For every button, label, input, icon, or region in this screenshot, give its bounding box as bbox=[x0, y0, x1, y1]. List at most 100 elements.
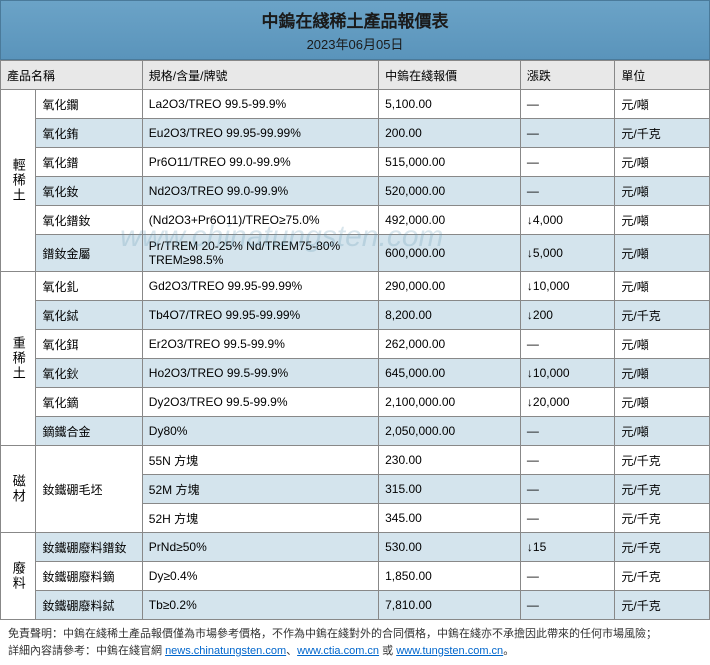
cell-spec: Pr6O11/TREO 99.0-99.9% bbox=[142, 148, 378, 177]
cell-price: 345.00 bbox=[379, 504, 521, 533]
cell-spec: La2O3/TREO 99.5-99.9% bbox=[142, 90, 378, 119]
category-cell: 廢料 bbox=[1, 533, 36, 620]
cell-unit: 元/千克 bbox=[615, 562, 710, 591]
detail-label: 詳細內容請參考： bbox=[8, 645, 96, 657]
cell-spec: PrNd≥50% bbox=[142, 533, 378, 562]
cell-change: ↓10,000 bbox=[520, 272, 615, 301]
cell-change: ↓5,000 bbox=[520, 235, 615, 272]
product-name: 鐠釹金屬 bbox=[36, 235, 142, 272]
cell-spec: Gd2O3/TREO 99.95-99.99% bbox=[142, 272, 378, 301]
product-name: 釹鐵硼廢料鏑 bbox=[36, 562, 142, 591]
table-row: 氧化鐠釹(Nd2O3+Pr6O11)/TREO≥75.0%492,000.00↓… bbox=[1, 206, 710, 235]
cell-spec: Ho2O3/TREO 99.5-99.9% bbox=[142, 359, 378, 388]
cell-price: 1,850.00 bbox=[379, 562, 521, 591]
report-date: 2023年06月05日 bbox=[1, 34, 709, 53]
cell-spec: Tb≥0.2% bbox=[142, 591, 378, 620]
product-name: 氧化鋱 bbox=[36, 301, 142, 330]
cell-unit: 元/噸 bbox=[615, 90, 710, 119]
product-name: 氧化鐠釹 bbox=[36, 206, 142, 235]
cell-price: 262,000.00 bbox=[379, 330, 521, 359]
cell-change: ↓4,000 bbox=[520, 206, 615, 235]
cell-change: ↓15 bbox=[520, 533, 615, 562]
cell-unit: 元/千克 bbox=[615, 533, 710, 562]
table-row: 鐠釹金屬Pr/TREM 20-25% Nd/TREM75-80% TREM≥98… bbox=[1, 235, 710, 272]
product-name: 鏑鐵合金 bbox=[36, 417, 142, 446]
col-header-spec: 規格/含量/牌號 bbox=[142, 61, 378, 90]
footer-link-2[interactable]: www.ctia.com.cn bbox=[297, 645, 379, 657]
cell-unit: 元/千克 bbox=[615, 446, 710, 475]
cell-change: — bbox=[520, 119, 615, 148]
table-row: 釹鐵硼廢料鋱Tb≥0.2%7,810.00—元/千克 bbox=[1, 591, 710, 620]
footer-link-3[interactable]: www.tungsten.com.cn bbox=[396, 645, 503, 657]
price-table: 產品名稱 規格/含量/牌號 中鎢在綫報價 漲跌 單位 輕稀土氧化鑭La2O3/T… bbox=[0, 60, 710, 620]
table-row: 氧化釹Nd2O3/TREO 99.0-99.9%520,000.00—元/噸 bbox=[1, 177, 710, 206]
cell-price: 645,000.00 bbox=[379, 359, 521, 388]
table-header: 中鎢在綫稀土產品報價表 2023年06月05日 bbox=[0, 0, 710, 60]
cell-price: 530.00 bbox=[379, 533, 521, 562]
table-row: 釹鐵硼廢料鏑Dy≥0.4%1,850.00—元/千克 bbox=[1, 562, 710, 591]
cell-price: 2,100,000.00 bbox=[379, 388, 521, 417]
cell-unit: 元/噸 bbox=[615, 330, 710, 359]
cell-spec: Dy2O3/TREO 99.5-99.9% bbox=[142, 388, 378, 417]
cell-price: 8,200.00 bbox=[379, 301, 521, 330]
page-title: 中鎢在綫稀土產品報價表 bbox=[1, 7, 709, 32]
cell-price: 600,000.00 bbox=[379, 235, 521, 272]
cell-change: — bbox=[520, 446, 615, 475]
cell-price: 7,810.00 bbox=[379, 591, 521, 620]
cell-change: — bbox=[520, 504, 615, 533]
table-row: 氧化鉺Er2O3/TREO 99.5-99.9%262,000.00—元/噸 bbox=[1, 330, 710, 359]
cell-unit: 元/噸 bbox=[615, 417, 710, 446]
cell-price: 315.00 bbox=[379, 475, 521, 504]
product-name: 釹鐵硼毛坯 bbox=[36, 446, 142, 533]
cell-price: 230.00 bbox=[379, 446, 521, 475]
cell-change: — bbox=[520, 475, 615, 504]
cell-unit: 元/千克 bbox=[615, 591, 710, 620]
cell-spec: Er2O3/TREO 99.5-99.9% bbox=[142, 330, 378, 359]
cell-spec: Tb4O7/TREO 99.95-99.99% bbox=[142, 301, 378, 330]
cell-change: — bbox=[520, 148, 615, 177]
cell-unit: 元/千克 bbox=[615, 475, 710, 504]
product-name: 釹鐵硼廢料鐠釹 bbox=[36, 533, 142, 562]
detail-prefix: 中鎢在綫官網 bbox=[96, 645, 165, 657]
cell-unit: 元/千克 bbox=[615, 119, 710, 148]
cell-spec: 52M 方塊 bbox=[142, 475, 378, 504]
table-row: 磁材釹鐵硼毛坯55N 方塊230.00—元/千克 bbox=[1, 446, 710, 475]
table-row: 氧化鏑Dy2O3/TREO 99.5-99.9%2,100,000.00↓20,… bbox=[1, 388, 710, 417]
disclaimer-text: 中鎢在綫稀土產品報價僅為市場參考價格，不作為中鎢在綫對外的合同價格，中鎢在綫亦不… bbox=[63, 628, 657, 640]
footer-link-1[interactable]: news.chinatungsten.com bbox=[165, 645, 286, 657]
table-row: 氧化鈥Ho2O3/TREO 99.5-99.9%645,000.00↓10,00… bbox=[1, 359, 710, 388]
table-row: 廢料釹鐵硼廢料鐠釹PrNd≥50%530.00↓15元/千克 bbox=[1, 533, 710, 562]
cell-price: 520,000.00 bbox=[379, 177, 521, 206]
cell-spec: Dy80% bbox=[142, 417, 378, 446]
cell-unit: 元/噸 bbox=[615, 148, 710, 177]
product-name: 氧化鏑 bbox=[36, 388, 142, 417]
category-cell: 磁材 bbox=[1, 446, 36, 533]
cell-change: — bbox=[520, 177, 615, 206]
cell-unit: 元/千克 bbox=[615, 504, 710, 533]
table-row: 氧化鐠Pr6O11/TREO 99.0-99.9%515,000.00—元/噸 bbox=[1, 148, 710, 177]
table-row: 重稀土氧化釓Gd2O3/TREO 99.95-99.99%290,000.00↓… bbox=[1, 272, 710, 301]
cell-unit: 元/噸 bbox=[615, 388, 710, 417]
category-cell: 輕稀土 bbox=[1, 90, 36, 272]
product-name: 氧化釓 bbox=[36, 272, 142, 301]
col-header-change: 漲跌 bbox=[520, 61, 615, 90]
cell-spec: Eu2O3/TREO 99.95-99.99% bbox=[142, 119, 378, 148]
cell-spec: Dy≥0.4% bbox=[142, 562, 378, 591]
table-row: 氧化銪Eu2O3/TREO 99.95-99.99%200.00—元/千克 bbox=[1, 119, 710, 148]
cell-change: ↓10,000 bbox=[520, 359, 615, 388]
footer-disclaimer: 免責聲明：中鎢在綫稀土產品報價僅為市場參考價格，不作為中鎢在綫對外的合同價格，中… bbox=[0, 620, 710, 665]
cell-price: 2,050,000.00 bbox=[379, 417, 521, 446]
cell-change: ↓200 bbox=[520, 301, 615, 330]
cell-spec: (Nd2O3+Pr6O11)/TREO≥75.0% bbox=[142, 206, 378, 235]
disclaimer-label: 免責聲明： bbox=[8, 628, 63, 640]
cell-spec: Pr/TREM 20-25% Nd/TREM75-80% TREM≥98.5% bbox=[142, 235, 378, 272]
product-name: 氧化鐠 bbox=[36, 148, 142, 177]
cell-spec: Nd2O3/TREO 99.0-99.9% bbox=[142, 177, 378, 206]
cell-price: 290,000.00 bbox=[379, 272, 521, 301]
cell-unit: 元/千克 bbox=[615, 301, 710, 330]
cell-change: — bbox=[520, 591, 615, 620]
cell-spec: 55N 方塊 bbox=[142, 446, 378, 475]
cell-price: 492,000.00 bbox=[379, 206, 521, 235]
category-cell: 重稀土 bbox=[1, 272, 36, 446]
product-name: 釹鐵硼廢料鋱 bbox=[36, 591, 142, 620]
